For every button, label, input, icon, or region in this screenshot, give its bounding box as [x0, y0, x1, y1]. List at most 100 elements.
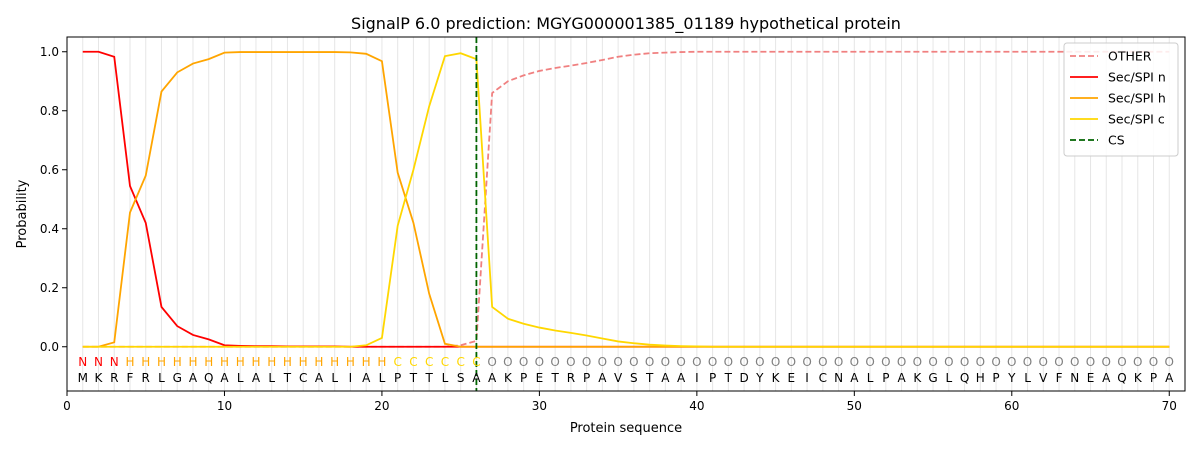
- residue-label: H: [157, 355, 166, 369]
- y-tick-label: 1.0: [40, 45, 59, 59]
- amino-acid: A: [488, 371, 497, 385]
- amino-acid: A: [252, 371, 261, 385]
- residue-label: O: [865, 355, 874, 369]
- y-axis-label: Probability: [15, 179, 30, 248]
- residue-label: O: [1039, 355, 1048, 369]
- residue-label: H: [125, 355, 134, 369]
- series-line-sec-spi-n: [82, 50, 1170, 348]
- residue-label: O: [928, 355, 937, 369]
- residue-label: O: [613, 355, 622, 369]
- residue-label: O: [1023, 355, 1032, 369]
- series-line-sec-spi-c: [82, 52, 1170, 348]
- x-tick-label: 60: [1004, 399, 1019, 413]
- residue-label: O: [1149, 355, 1158, 369]
- residue-label: H: [314, 355, 323, 369]
- residue-label: O: [724, 355, 733, 369]
- amino-acid: P: [583, 371, 590, 385]
- amino-acid: E: [788, 371, 796, 385]
- residue-label: O: [598, 355, 607, 369]
- y-tick-label: 0.8: [40, 104, 59, 118]
- residue-label: O: [960, 355, 969, 369]
- amino-acid: L: [1024, 371, 1031, 385]
- residue-label: H: [362, 355, 371, 369]
- amino-acid: L: [331, 371, 338, 385]
- legend-label: Sec/SPI c: [1108, 112, 1165, 127]
- amino-acid: K: [504, 371, 513, 385]
- amino-acid: A: [850, 371, 859, 385]
- amino-acid: N: [834, 371, 843, 385]
- residue-label: H: [204, 355, 213, 369]
- x-tick-label: 0: [63, 399, 71, 413]
- amino-acid: A: [598, 371, 607, 385]
- series-line-sec-spi-h: [82, 51, 1170, 348]
- legend-label: Sec/SPI n: [1108, 70, 1166, 85]
- residue-label: H: [188, 355, 197, 369]
- residue-label: O: [818, 355, 827, 369]
- residue-annotations: NMNKNRHFHRHLHGHAHQHAHLHAHLHTHCHAHLHIHAHL…: [78, 355, 1175, 385]
- amino-acid: T: [409, 371, 418, 385]
- residue-label: O: [692, 355, 701, 369]
- series-line-other: [82, 50, 1170, 348]
- residue-label: O: [519, 355, 528, 369]
- amino-acid: A: [1102, 371, 1111, 385]
- residue-label: C: [425, 355, 433, 369]
- amino-acid: L: [158, 371, 165, 385]
- amino-acid: T: [424, 371, 433, 385]
- residue-label: H: [251, 355, 260, 369]
- chart-title: SignalP 6.0 prediction: MGYG000001385_01…: [351, 14, 901, 34]
- x-tick-label: 10: [217, 399, 232, 413]
- residue-label: H: [299, 355, 308, 369]
- residue-label: H: [346, 355, 355, 369]
- residue-label: O: [550, 355, 559, 369]
- amino-acid: L: [442, 371, 449, 385]
- residue-label: O: [661, 355, 670, 369]
- residue-label: C: [472, 355, 480, 369]
- amino-acid: A: [220, 371, 229, 385]
- residue-label: H: [283, 355, 292, 369]
- x-axis-ticks: 0 10 20 30 40 50 60 70: [63, 391, 1177, 413]
- residue-label: H: [236, 355, 245, 369]
- amino-acid: L: [237, 371, 244, 385]
- amino-acid: Y: [1007, 371, 1016, 385]
- amino-acid: Q: [204, 371, 213, 385]
- residue-label: O: [1165, 355, 1174, 369]
- residue-label: O: [850, 355, 859, 369]
- residue-label: O: [755, 355, 764, 369]
- amino-acid: V: [614, 371, 623, 385]
- residue-label: N: [78, 355, 87, 369]
- amino-acid: N: [1070, 371, 1079, 385]
- residue-label: O: [771, 355, 780, 369]
- amino-acid: L: [379, 371, 386, 385]
- series-lines: [82, 37, 1170, 391]
- residue-label: O: [991, 355, 1000, 369]
- amino-acid: T: [550, 371, 559, 385]
- amino-acid: A: [897, 371, 906, 385]
- residue-label: O: [1007, 355, 1016, 369]
- legend-label: Sec/SPI h: [1108, 91, 1166, 106]
- residue-label: O: [913, 355, 922, 369]
- residue-label: O: [1086, 355, 1095, 369]
- x-tick-label: 40: [689, 399, 704, 413]
- residue-label: O: [1054, 355, 1063, 369]
- residue-label: O: [976, 355, 985, 369]
- amino-acid: T: [283, 371, 292, 385]
- amino-acid: I: [695, 371, 699, 385]
- amino-acid: T: [645, 371, 654, 385]
- amino-acid: A: [189, 371, 198, 385]
- amino-acid: Y: [755, 371, 764, 385]
- residue-label: O: [802, 355, 811, 369]
- amino-acid: G: [173, 371, 182, 385]
- amino-acid: F: [1056, 371, 1063, 385]
- residue-label: H: [330, 355, 339, 369]
- amino-acid: A: [677, 371, 686, 385]
- amino-acid: K: [1134, 371, 1143, 385]
- amino-acid: P: [520, 371, 527, 385]
- residue-label: H: [377, 355, 386, 369]
- x-tick-label: 50: [847, 399, 862, 413]
- amino-acid: T: [724, 371, 733, 385]
- x-tick-label: 20: [374, 399, 389, 413]
- residue-label: O: [787, 355, 796, 369]
- amino-acid: P: [992, 371, 999, 385]
- y-axis-ticks: 0.0 0.2 0.4 0.6 0.8 1.0: [40, 45, 67, 354]
- y-tick-label: 0.4: [40, 222, 59, 236]
